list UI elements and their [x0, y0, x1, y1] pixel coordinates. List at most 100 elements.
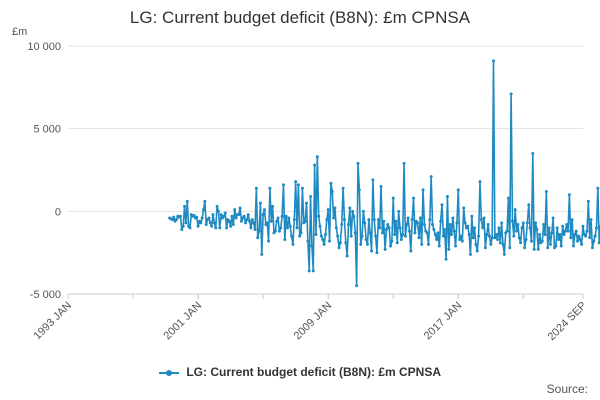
- data-point: [345, 254, 349, 258]
- data-point: [554, 244, 558, 248]
- data-point: [586, 199, 590, 203]
- data-point: [481, 226, 485, 230]
- data-point: [510, 219, 514, 223]
- data-point: [486, 223, 490, 227]
- data-point: [436, 231, 440, 235]
- data-point: [512, 234, 516, 238]
- data-point: [287, 216, 291, 220]
- data-point: [280, 214, 284, 218]
- data-point: [227, 219, 231, 223]
- data-point: [314, 232, 318, 236]
- data-point: [546, 246, 550, 250]
- y-tick-label: -5 000: [30, 289, 61, 301]
- data-point: [234, 216, 238, 220]
- x-tick-label: 2001 JAN: [162, 300, 205, 343]
- data-point: [390, 239, 394, 243]
- data-point: [192, 213, 196, 217]
- data-point: [292, 218, 296, 222]
- data-point: [202, 208, 206, 212]
- data-point: [409, 249, 413, 253]
- data-point: [593, 234, 597, 238]
- data-point: [569, 236, 573, 240]
- data-point: [398, 226, 402, 230]
- data-point: [540, 239, 544, 243]
- legend[interactable]: LG: Current budget deficit (B8N): £m CPN…: [0, 365, 600, 379]
- data-point: [347, 223, 351, 227]
- data-point: [184, 221, 188, 225]
- data-point: [372, 218, 376, 222]
- data-point: [344, 241, 348, 245]
- data-point: [239, 219, 243, 223]
- data-point: [531, 151, 535, 155]
- data-point: [276, 216, 280, 220]
- data-point: [416, 221, 420, 225]
- data-point: [440, 203, 444, 207]
- data-point: [425, 231, 429, 235]
- data-point: [253, 228, 257, 232]
- data-point: [298, 234, 302, 238]
- data-point: [271, 204, 275, 208]
- data-point: [516, 223, 520, 227]
- data-point: [547, 226, 551, 230]
- data-point: [576, 239, 580, 243]
- data-point: [300, 186, 304, 190]
- data-point: [363, 221, 367, 225]
- y-axis-unit-label: £m: [12, 26, 28, 38]
- x-tick-label: 2009 JAN: [292, 300, 335, 343]
- data-point: [305, 201, 308, 205]
- data-point: [471, 236, 475, 240]
- data-point: [248, 219, 252, 223]
- data-point: [441, 234, 445, 238]
- data-point: [310, 244, 314, 248]
- data-point: [323, 232, 327, 236]
- data-point: [321, 237, 325, 241]
- data-point: [376, 218, 380, 222]
- data-point: [567, 193, 571, 197]
- data-point: [319, 234, 323, 238]
- data-point: [470, 214, 474, 218]
- data-point: [563, 229, 567, 233]
- data-point: [557, 237, 561, 241]
- data-point: [230, 214, 234, 218]
- data-point: [538, 232, 542, 236]
- data-point: [394, 219, 398, 223]
- data-point: [371, 178, 375, 182]
- data-point: [199, 221, 203, 225]
- data-point: [322, 242, 326, 246]
- data-point: [284, 214, 288, 218]
- data-point: [361, 209, 365, 213]
- data-point: [267, 239, 271, 243]
- data-point: [337, 246, 341, 250]
- data-point: [229, 224, 233, 228]
- data-point: [183, 204, 187, 208]
- data-point: [178, 214, 182, 218]
- data-point: [225, 226, 229, 230]
- data-point: [254, 186, 258, 190]
- data-point: [295, 226, 299, 230]
- data-point: [482, 216, 486, 220]
- data-point: [485, 232, 489, 236]
- data-point: [585, 229, 589, 233]
- data-point: [578, 237, 582, 241]
- data-point: [223, 211, 227, 215]
- data-point: [584, 234, 588, 238]
- data-point: [260, 252, 264, 256]
- data-point: [543, 232, 547, 236]
- data-point: [328, 239, 332, 243]
- series-layer: [168, 59, 600, 288]
- data-point: [590, 246, 594, 250]
- data-point: [418, 216, 422, 220]
- data-point: [548, 242, 552, 246]
- gridlines: [68, 45, 583, 295]
- data-point: [571, 244, 575, 248]
- data-point: [196, 224, 200, 228]
- data-point: [307, 269, 311, 273]
- data-point: [566, 229, 570, 233]
- data-point: [257, 229, 261, 233]
- data-point: [330, 189, 334, 193]
- data-point: [421, 188, 425, 192]
- data-point: [493, 236, 497, 240]
- data-point: [595, 226, 598, 230]
- data-point: [265, 221, 269, 225]
- data-point: [279, 226, 283, 230]
